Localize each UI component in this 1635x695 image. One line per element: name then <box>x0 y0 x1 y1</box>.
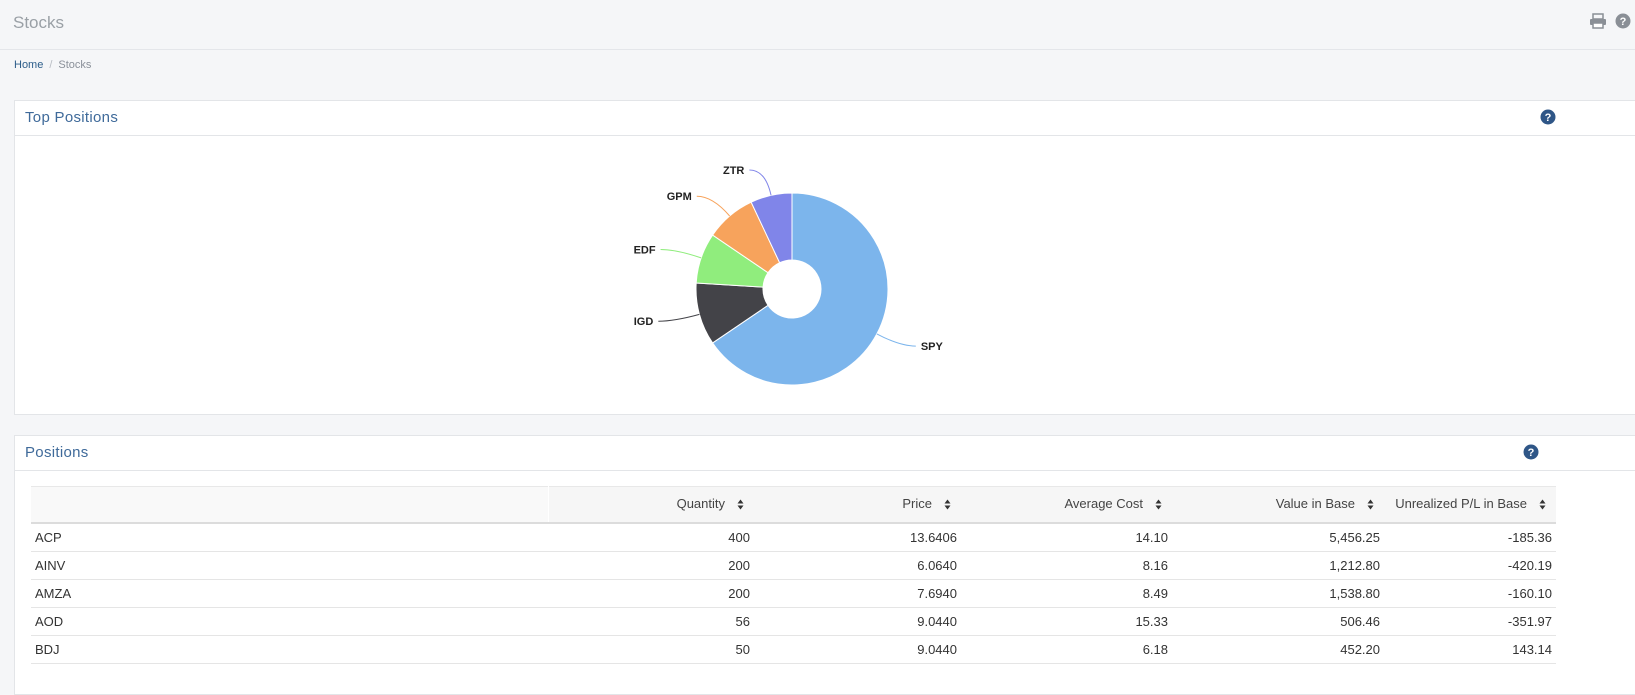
sort-icon[interactable] <box>1155 498 1162 513</box>
table-row[interactable]: AOD 56 9.0440 15.33 506.46 -351.97 <box>31 607 1556 636</box>
cell-average-cost: 14.10 <box>961 523 1172 552</box>
column-label: Quantity <box>676 496 725 512</box>
cell-value-in-base: 452.20 <box>1172 635 1384 664</box>
help-icon[interactable]: ? <box>1523 444 1539 465</box>
cell-unrealized-pl: -351.97 <box>1384 607 1556 636</box>
pie-label-spy: SPY <box>921 341 944 353</box>
column-label: Unrealized P/L in Base <box>1395 496 1527 512</box>
cell-quantity: 400 <box>548 523 754 552</box>
column-header-average-cost[interactable]: Average Cost <box>961 486 1172 524</box>
cell-value-in-base: 1,212.80 <box>1172 551 1384 580</box>
column-label: Average Cost <box>1064 496 1143 512</box>
top-positions-title: Top Positions <box>25 109 119 126</box>
breadcrumb: Home / Stocks <box>14 59 92 71</box>
help-icon[interactable]: ? <box>1615 13 1631 29</box>
cell-price: 9.0440 <box>754 635 961 664</box>
positions-panel: Positions ? Quantity Price Average Cost … <box>14 435 1635 695</box>
pie-connector-spy <box>876 333 916 347</box>
cell-symbol: ACP <box>31 523 548 552</box>
sort-icon[interactable] <box>944 498 951 513</box>
cell-average-cost: 6.18 <box>961 635 1172 664</box>
cell-average-cost: 8.16 <box>961 551 1172 580</box>
column-label: Value in Base <box>1275 496 1355 512</box>
top-positions-header: Top Positions ? <box>15 101 1635 136</box>
top-icons: ? <box>1589 13 1631 29</box>
pie-connector-ztr <box>749 169 772 196</box>
pie-connector-edf <box>660 248 702 259</box>
pie-label-gpm: GPM <box>667 191 692 203</box>
column-label: Price <box>902 496 932 512</box>
positions-title: Positions <box>25 444 89 461</box>
breadcrumb-current: Stocks <box>58 59 92 71</box>
pie-connector-gpm <box>696 195 731 217</box>
cell-quantity: 200 <box>548 551 754 580</box>
cell-symbol: AINV <box>31 551 548 580</box>
cell-average-cost: 8.49 <box>961 579 1172 608</box>
help-icon[interactable]: ? <box>1540 109 1556 130</box>
breadcrumb-home-link[interactable]: Home <box>14 59 44 71</box>
column-header-symbol <box>31 486 549 524</box>
column-header-quantity[interactable]: Quantity <box>548 486 754 524</box>
cell-price: 7.6940 <box>754 579 961 608</box>
cell-average-cost: 15.33 <box>961 607 1172 636</box>
positions-table: Quantity Price Average Cost Value in Bas… <box>31 486 1556 664</box>
pie-slice-spy[interactable] <box>711 192 889 386</box>
pie-label-igd: IGD <box>634 316 654 328</box>
cell-symbol: AMZA <box>31 579 548 608</box>
pie-label-edf: EDF <box>634 244 656 256</box>
table-header-row: Quantity Price Average Cost Value in Bas… <box>31 486 1556 524</box>
cell-price: 13.6406 <box>754 523 961 552</box>
pie-connector-igd <box>658 313 700 322</box>
table-row[interactable]: BDJ 50 9.0440 6.18 452.20 143.14 <box>31 635 1556 664</box>
column-header-value-in-base[interactable]: Value in Base <box>1172 486 1384 524</box>
positions-header: Positions ? <box>15 436 1635 471</box>
column-header-price[interactable]: Price <box>754 486 961 524</box>
top-positions-pie-chart: SPY IGD EDF GPM ZTR <box>634 165 944 386</box>
top-bar: Stocks ? <box>0 0 1635 50</box>
print-icon[interactable] <box>1589 13 1607 29</box>
cell-value-in-base: 506.46 <box>1172 607 1384 636</box>
cell-symbol: AOD <box>31 607 548 636</box>
table-row[interactable]: AMZA 200 7.6940 8.49 1,538.80 -160.10 <box>31 579 1556 608</box>
top-positions-panel: Top Positions ? SPY IGD EDF GPM ZTR <box>14 100 1635 415</box>
cell-unrealized-pl: -185.36 <box>1384 523 1556 552</box>
cell-quantity: 56 <box>548 607 754 636</box>
cell-price: 6.0640 <box>754 551 961 580</box>
table-row[interactable]: AINV 200 6.0640 8.16 1,212.80 -420.19 <box>31 551 1556 580</box>
page-title: Stocks <box>13 13 65 32</box>
cell-unrealized-pl: -160.10 <box>1384 579 1556 608</box>
svg-text:?: ? <box>1545 112 1552 124</box>
cell-quantity: 200 <box>548 579 754 608</box>
svg-text:?: ? <box>1620 16 1627 28</box>
cell-unrealized-pl: -420.19 <box>1384 551 1556 580</box>
cell-quantity: 50 <box>548 635 754 664</box>
sort-icon[interactable] <box>1539 498 1546 513</box>
svg-text:?: ? <box>1528 447 1535 459</box>
sort-icon[interactable] <box>1367 498 1374 513</box>
pie-label-ztr: ZTR <box>723 165 744 177</box>
cell-symbol: BDJ <box>31 635 548 664</box>
cell-unrealized-pl: 143.14 <box>1384 635 1556 664</box>
sort-icon[interactable] <box>737 498 744 513</box>
cell-value-in-base: 1,538.80 <box>1172 579 1384 608</box>
cell-value-in-base: 5,456.25 <box>1172 523 1384 552</box>
cell-price: 9.0440 <box>754 607 961 636</box>
column-header-unrealized-pl[interactable]: Unrealized P/L in Base <box>1384 486 1556 524</box>
pie-slice-ztr[interactable] <box>750 192 793 264</box>
table-row[interactable]: ACP 400 13.6406 14.10 5,456.25 -185.36 <box>31 523 1556 552</box>
